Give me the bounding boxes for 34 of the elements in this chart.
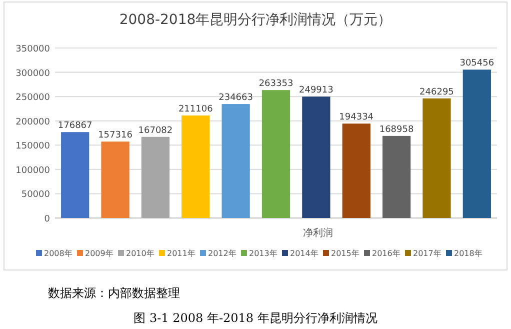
caption: 图 3-1 2008 年-2018 年昆明分行净利润情况 — [134, 311, 378, 325]
legend-label: 2009年 — [85, 249, 114, 258]
x-axis-title: 净利润 — [303, 227, 333, 239]
data-label: 249913 — [299, 86, 334, 96]
data-label: 246295 — [420, 87, 454, 98]
y-tick-label: 250000 — [16, 93, 50, 104]
y-tick-label: 50000 — [21, 190, 50, 200]
y-tick-label: 100000 — [16, 166, 50, 176]
data-label: 234663 — [218, 93, 253, 104]
legend-label: 2017年 — [413, 249, 442, 258]
legend-label: 2015年 — [331, 249, 360, 258]
legend-label: 2011年 — [167, 249, 196, 258]
legend-label: 2014年 — [290, 249, 318, 258]
data-label: 305456 — [460, 58, 494, 69]
legend-label: 2013年 — [249, 249, 278, 258]
y-tick-label: 150000 — [16, 142, 50, 152]
data-label: 194334 — [339, 112, 374, 123]
y-tick-label: 350000 — [16, 44, 50, 54]
chart-title: 2008-2018年昆明分行净利润情况（万元） — [119, 12, 392, 28]
source-note: 数据来源：内部数据整理 — [48, 286, 180, 300]
data-label: 176867 — [58, 121, 92, 132]
data-label: 167082 — [138, 126, 173, 136]
legend-label: 2016年 — [372, 249, 400, 258]
data-label: 168958 — [379, 124, 414, 135]
legend-label: 2012年 — [208, 249, 236, 258]
y-tick-label: 0 — [44, 214, 50, 224]
data-label: 157316 — [98, 130, 133, 141]
y-tick-label: 200000 — [16, 117, 50, 128]
y-tick-label: 300000 — [16, 68, 50, 79]
legend-label: 2018年 — [454, 249, 482, 258]
legend-label: 2008年 — [44, 249, 72, 258]
data-label: 211106 — [178, 104, 214, 114]
legend-label: 2010年 — [126, 249, 154, 258]
data-label: 263353 — [258, 79, 294, 90]
